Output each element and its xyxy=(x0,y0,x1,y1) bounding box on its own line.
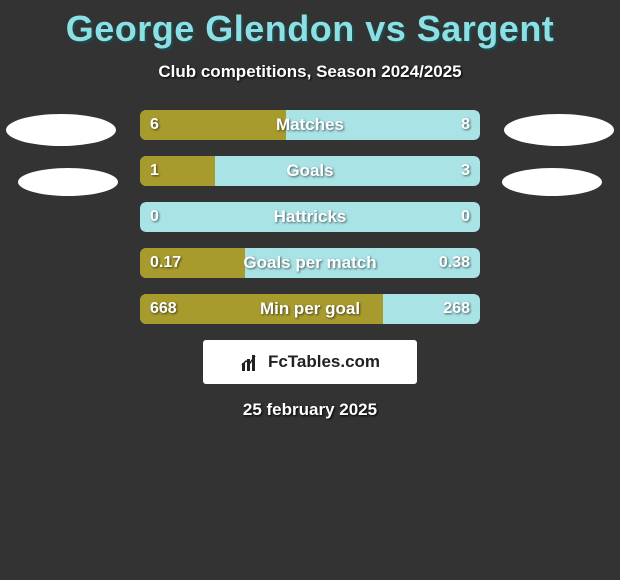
page-subtitle: Club competitions, Season 2024/2025 xyxy=(0,62,620,82)
stat-row: 0Hattricks0 xyxy=(140,202,480,232)
chart-icon xyxy=(240,351,262,373)
stat-row: 6Matches8 xyxy=(140,110,480,140)
stat-right-value: 3 xyxy=(461,162,470,180)
stat-label: Goals xyxy=(140,161,480,181)
stat-right-value: 268 xyxy=(443,300,470,318)
branding-badge: FcTables.com xyxy=(203,340,417,384)
stat-label: Hattricks xyxy=(140,207,480,227)
stat-label: Matches xyxy=(140,115,480,135)
stat-right-value: 8 xyxy=(461,116,470,134)
stat-label: Min per goal xyxy=(140,299,480,319)
stat-right-value: 0.38 xyxy=(439,254,470,272)
player-right-avatar-top xyxy=(504,114,614,146)
player-right-avatar-bottom xyxy=(502,168,602,196)
player-left-avatar-top xyxy=(6,114,116,146)
stat-row: 0.17Goals per match0.38 xyxy=(140,248,480,278)
stat-label: Goals per match xyxy=(140,253,480,273)
comparison-chart: 6Matches8 1Goals3 0Hattricks0 0.17Goals per… xyxy=(0,110,620,324)
stat-row: 668Min per goal268 xyxy=(140,294,480,324)
footer-date: 25 february 2025 xyxy=(0,400,620,420)
page-title: George Glendon vs Sargent xyxy=(0,0,620,50)
bars-container: 6Matches8 1Goals3 0Hattricks0 0.17Goals per… xyxy=(140,110,480,324)
player-left-avatar-bottom xyxy=(18,168,118,196)
branding-text: FcTables.com xyxy=(268,352,380,372)
stat-right-value: 0 xyxy=(461,208,470,226)
stat-row: 1Goals3 xyxy=(140,156,480,186)
